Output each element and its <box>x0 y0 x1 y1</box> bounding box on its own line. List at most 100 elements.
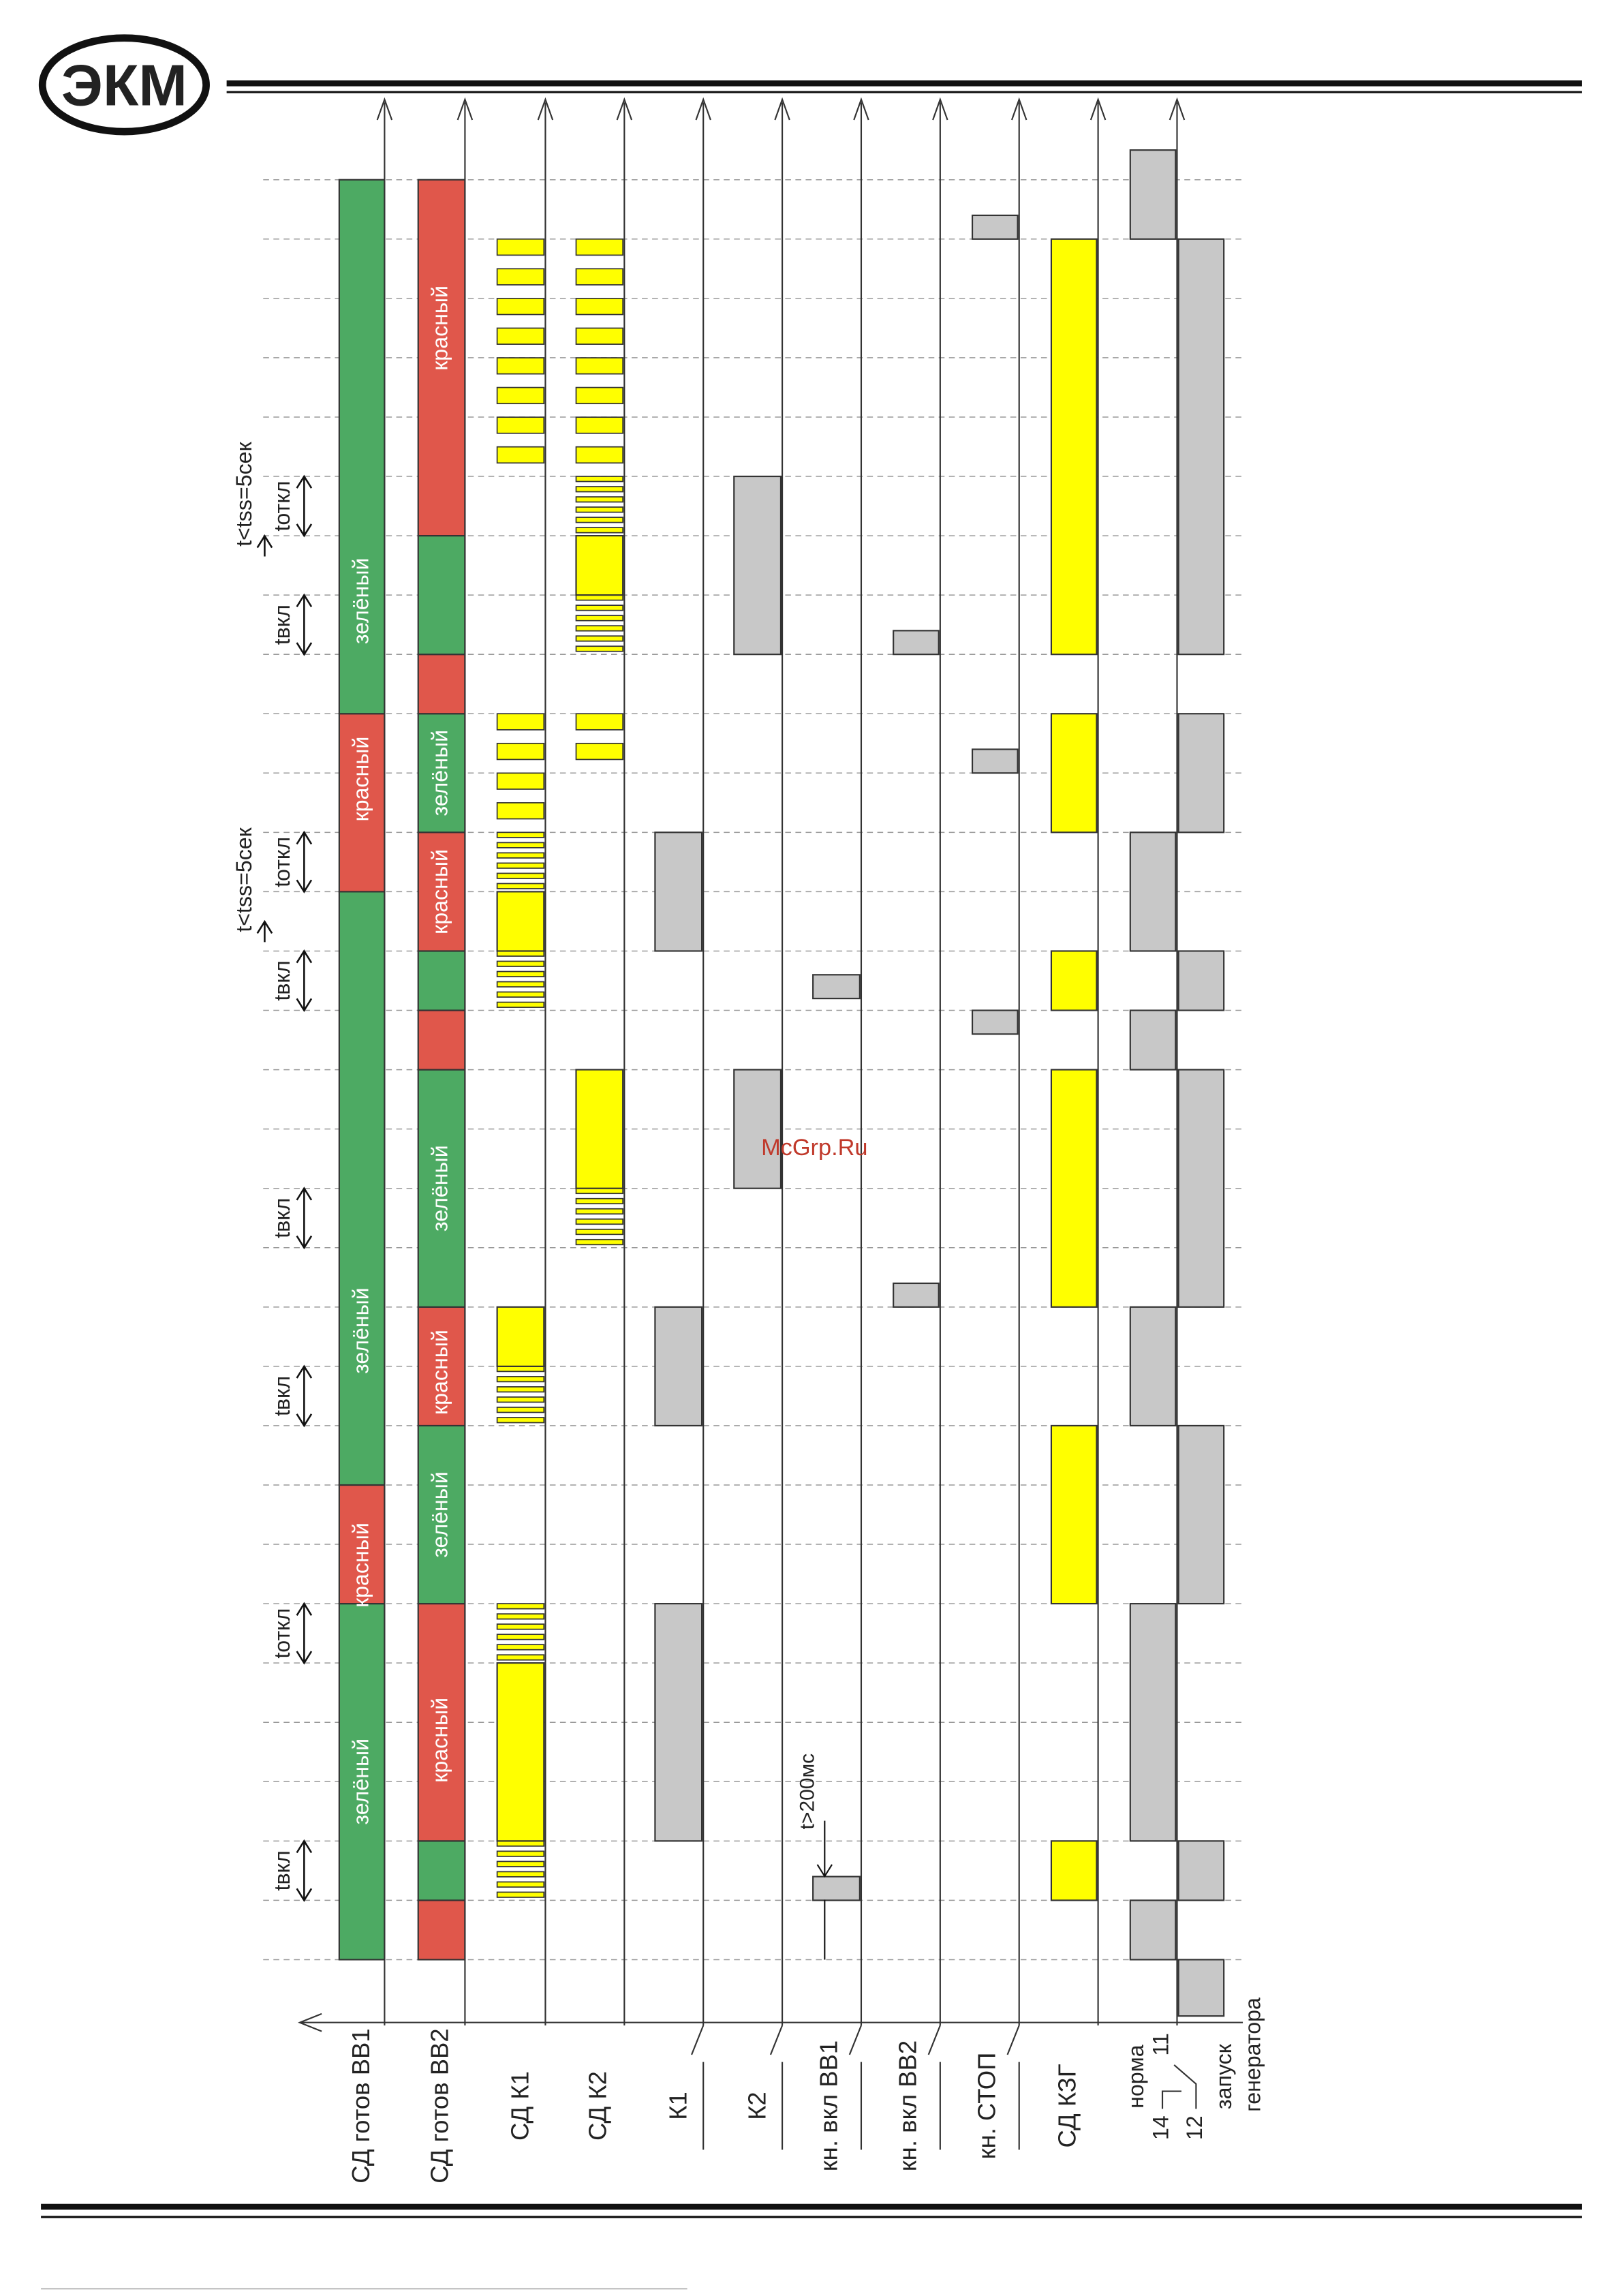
state-label: зелёный <box>428 730 452 816</box>
state-bar <box>338 1603 386 1961</box>
timing-label: tвкл <box>270 1198 294 1238</box>
pulse <box>575 604 624 611</box>
pulse <box>496 1654 545 1661</box>
state-label: зелёный <box>349 1287 373 1374</box>
row-label: СД КЗГ <box>1053 2064 1081 2147</box>
contact-on <box>1129 1899 1177 1961</box>
axis-arrow <box>1169 97 1186 121</box>
pulse <box>496 386 545 405</box>
contact-on <box>1177 1840 1225 1901</box>
pulse <box>575 486 624 493</box>
pulse <box>496 981 545 988</box>
pulse <box>496 960 545 967</box>
state-label: красный <box>428 849 452 934</box>
pulse <box>575 496 624 503</box>
pulse <box>496 872 545 879</box>
timing-label: tоткл <box>270 1608 294 1659</box>
pulse <box>496 831 545 838</box>
row-label: СД К2 <box>583 2071 611 2141</box>
pulse <box>496 327 545 345</box>
state-label: зелёный <box>428 1145 452 1231</box>
interval-arrow <box>296 1839 313 1902</box>
state-bar <box>417 1069 466 1308</box>
state-bar <box>417 1840 466 1901</box>
row-label: кн. вкл ВВ1 <box>815 2040 843 2171</box>
pulse <box>575 517 624 523</box>
switch-symbol <box>1006 2025 1020 2150</box>
axis-arrow <box>457 97 474 121</box>
pulse <box>496 970 545 977</box>
pulse <box>496 1861 545 1867</box>
interval-arrow <box>296 1602 313 1665</box>
axis-arrow <box>1089 97 1107 121</box>
switch-symbol <box>769 2025 784 2150</box>
pulse <box>496 357 545 375</box>
contact-on <box>1129 1009 1177 1071</box>
pulse <box>496 1386 545 1393</box>
relay-on <box>654 1603 703 1842</box>
led-on <box>575 534 624 596</box>
timing-label: tвкл <box>270 1850 294 1891</box>
logo: ЭКМ <box>61 53 187 119</box>
row-label: СД готов ВВ1 <box>347 2028 375 2183</box>
pulse <box>496 416 545 434</box>
interval-arrow <box>296 593 313 656</box>
interval-arrow <box>296 949 313 1012</box>
led-on <box>1050 1424 1098 1605</box>
led-on <box>496 1662 545 1842</box>
pulse <box>496 852 545 859</box>
state-label: красный <box>349 737 373 822</box>
pulse <box>496 1850 545 1857</box>
pulse <box>575 1187 624 1195</box>
timing-label: tоткл <box>270 481 294 532</box>
pulse <box>575 327 624 345</box>
led-on <box>496 891 545 952</box>
state-label: красный <box>428 1698 452 1783</box>
button-press <box>971 214 1019 240</box>
row-label: кн. СТОП <box>972 2053 1000 2160</box>
pulse <box>496 1891 545 1898</box>
row-label: кн. вкл ВВ2 <box>893 2040 921 2171</box>
period-label: t<tss=5сек <box>232 441 256 546</box>
timing-label: tоткл <box>270 837 294 887</box>
timing-label: tвкл <box>270 604 294 645</box>
pulse <box>575 357 624 375</box>
button-press <box>893 1282 940 1308</box>
relay-on <box>733 475 782 656</box>
led-on <box>1050 950 1098 1011</box>
pulse <box>575 635 624 642</box>
axis-arrow <box>1010 97 1027 121</box>
pulse <box>575 476 624 483</box>
state-bar <box>338 1484 386 1605</box>
pulse <box>496 1417 545 1424</box>
relay-on <box>733 1069 782 1189</box>
logo-frame <box>38 34 210 136</box>
pulse <box>496 883 545 889</box>
interval-arrow <box>816 1820 833 1960</box>
switch-symbol <box>691 2025 705 2150</box>
pulse <box>496 1840 545 1847</box>
interval-arrow <box>296 830 313 893</box>
switch-symbol <box>848 2025 863 2150</box>
axis-arrow <box>695 97 711 121</box>
state-bar <box>417 179 466 537</box>
watermark: McGrp.Ru <box>761 1135 867 1161</box>
pulse <box>575 268 624 286</box>
pulse <box>496 862 545 869</box>
state-bar <box>338 891 386 1486</box>
pulse <box>496 1644 545 1651</box>
button-press <box>971 748 1019 774</box>
pulse <box>496 1623 545 1630</box>
pulse <box>496 1881 545 1888</box>
state-bar <box>417 1009 466 1071</box>
state-bar <box>417 534 466 656</box>
row-label: К1 <box>664 2092 692 2120</box>
pulse <box>496 1634 545 1640</box>
pulse <box>496 1396 545 1403</box>
contact-on <box>1177 950 1225 1011</box>
pulse <box>496 842 545 848</box>
state-label: красный <box>349 1522 373 1608</box>
contact-symbol <box>1161 2064 1197 2109</box>
row-label: СД К1 <box>506 2071 534 2141</box>
